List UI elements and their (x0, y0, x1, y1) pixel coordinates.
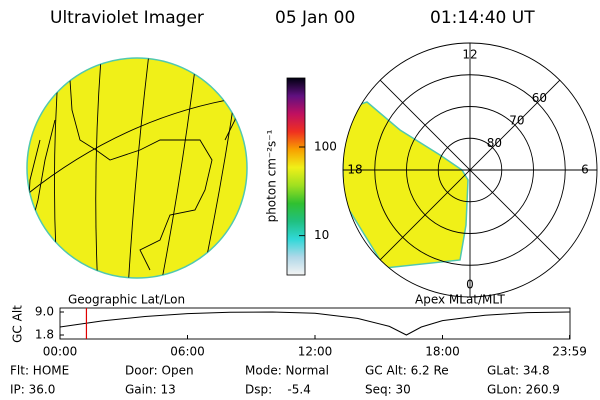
polar-ring (374, 74, 566, 266)
polar-spokes (343, 43, 597, 297)
alt-xtick-label: 18:00 (425, 345, 460, 359)
polar-ring (437, 137, 503, 203)
time: 01:14:40 UT (430, 8, 535, 28)
polar-label: Apex MLat/MLT (415, 293, 505, 307)
polar-ring-label: 60 (532, 91, 547, 105)
mlt-label: 6 (581, 163, 589, 177)
polar-ring-label: 70 (509, 114, 524, 128)
polar-plot (342, 42, 598, 298)
colorbar-label: photon cm⁻²s⁻¹ (265, 129, 279, 222)
mlt-label: 12 (462, 48, 477, 62)
instrument-title: Ultraviolet Imager (50, 8, 204, 28)
globe-image (26, 57, 248, 279)
status-field: Flt: HOME (10, 364, 69, 378)
status-footer: Flt: HOME Door: Open Mode: Normal GC Alt: 6… (10, 364, 560, 397)
alt-xtick-label: 00:00 (43, 345, 78, 359)
polar-ring (406, 106, 534, 234)
status-field: GC Alt: 6.2 Re (365, 364, 449, 378)
status-field: IP: 36.0 (10, 383, 55, 397)
status-field: GLon: 260.9 (487, 383, 560, 397)
status-field: Door: Open (125, 364, 194, 378)
globe-label: Geographic Lat/Lon (68, 293, 185, 307)
alt-ytick-label: 1.8 (35, 328, 54, 342)
alt-plot-frame (59, 307, 571, 340)
alt-ylabel: GC Alt (11, 305, 25, 343)
status-field: Mode: Normal (245, 364, 329, 378)
mlt-label: 18 (347, 163, 362, 177)
alt-curve (59, 311, 570, 336)
status-field: Gain: 13 (125, 383, 176, 397)
polar-ring-label: 80 (487, 136, 502, 150)
colorbar (286, 77, 306, 276)
colorbar-tick-label: 10 (314, 228, 329, 242)
alt-xtick-label: 23:59 (552, 345, 587, 359)
polar-emission (343, 101, 469, 269)
alt-xtick-label: 06:00 (170, 345, 205, 359)
mlt-label: 0 (466, 278, 474, 292)
alt-xtick-label: 12:00 (298, 345, 333, 359)
colorbar-tick-label: 100 (314, 139, 337, 153)
status-field: GLat: 34.8 (487, 364, 550, 378)
alt-ytick-label: 9.0 (35, 305, 54, 319)
date: 05 Jan 00 (275, 8, 355, 28)
status-field: Seq: 30 (365, 383, 411, 397)
status-field: Dsp: -5.4 (245, 383, 311, 397)
